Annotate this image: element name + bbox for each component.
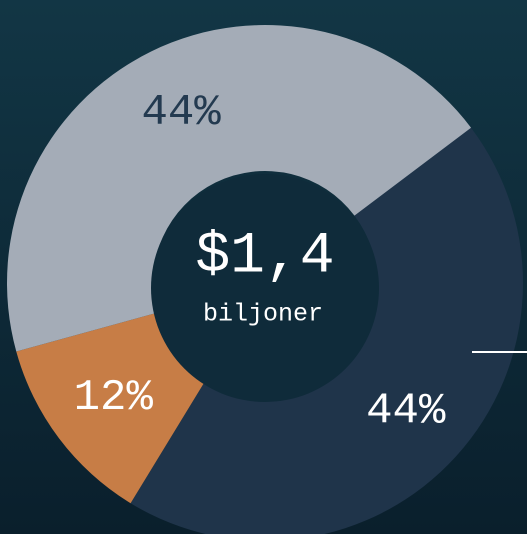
slice-label: 44% [366, 386, 446, 436]
donut [7, 25, 523, 534]
slice-label: 12% [74, 373, 154, 423]
donut-hole [151, 174, 379, 402]
center-value: $1,4 [195, 224, 334, 289]
donut-slice [130, 127, 523, 534]
donut-slice [7, 25, 472, 352]
center-label: biljoner [203, 300, 323, 329]
slice-label: 44% [142, 88, 222, 138]
donut-slice [16, 312, 207, 504]
